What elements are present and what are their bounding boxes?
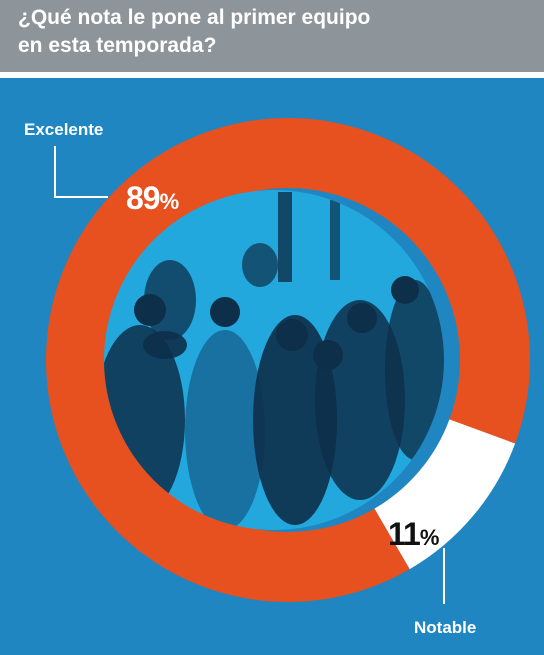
legend-label-excelente: Excelente xyxy=(24,120,104,139)
title-line-1: ¿Qué nota le pone al primer equipo xyxy=(18,6,371,29)
legend-label-notable: Notable xyxy=(414,618,477,637)
data-label-excelente: 89% xyxy=(126,180,180,216)
data-label-notable: 11% xyxy=(388,516,440,552)
donut-slices xyxy=(45,117,530,602)
header-bar xyxy=(0,0,544,72)
chart-title: ¿Qué nota le pone al primer equipo en es… xyxy=(18,4,518,60)
team-celebration-photo xyxy=(104,190,444,530)
donut-slice-notable xyxy=(374,419,516,570)
title-line-2: en esta temporada? xyxy=(18,34,217,57)
excelente-leader-line xyxy=(54,146,108,198)
header-divider xyxy=(0,72,544,78)
